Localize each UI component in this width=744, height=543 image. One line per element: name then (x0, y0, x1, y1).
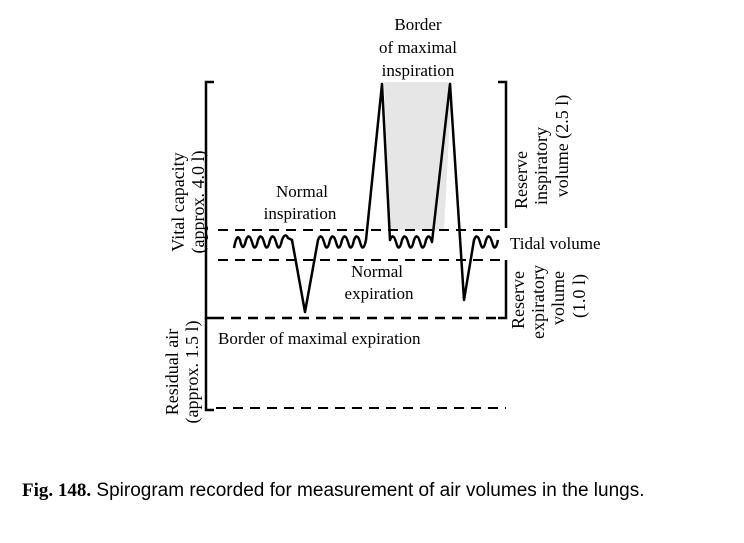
border-max-inspiration-line1: Border (394, 15, 442, 34)
figure-caption: Fig. 148. Spirogram recorded for measure… (22, 480, 645, 501)
figure-number: Fig. 148. (22, 480, 91, 501)
reserve-expiratory-line3: volume (548, 271, 568, 325)
normal-expiration-line2: expiration (345, 284, 414, 303)
vital-capacity-bracket (204, 80, 214, 320)
vital-capacity-line1: Vital capacity (168, 152, 188, 251)
normal-expiration-line1: Normal (351, 262, 403, 281)
border-max-inspiration-line2: of maximal (379, 38, 457, 57)
reserve-expiratory-bracket (498, 260, 508, 320)
reserve-inspiratory-line2: inspiratory (531, 127, 551, 205)
figure-caption-text: Spirogram recorded for measurement of ai… (91, 480, 644, 501)
tidal-volume-label: Tidal volume (510, 234, 601, 253)
normal-inspiration-line1: Normal (276, 182, 328, 201)
reserve-expiratory-line4: (1.0 l) (569, 274, 590, 318)
reserve-inspiratory-bracket (498, 80, 508, 228)
residual-air-line2: (approx. 1.5 l) (182, 321, 203, 424)
border-max-expiration-label: Border of maximal expiration (218, 329, 421, 348)
spirogram-trace (232, 82, 500, 314)
vital-capacity-line2: (approx. 4.0 l) (188, 151, 209, 254)
residual-air-bracket (204, 318, 214, 412)
reserve-inspiratory-line1: Reserve (511, 151, 531, 209)
reserve-expiratory-line2: expiratory (528, 265, 548, 339)
reserve-inspiratory-line3: volume (2.5 l) (552, 95, 573, 197)
residual-air-line1: Residual air (162, 329, 182, 415)
max-inspiration-shading (384, 82, 452, 230)
reserve-expiratory-line1: Reserve (508, 271, 528, 329)
border-max-inspiration-line3: inspiration (382, 61, 455, 80)
normal-inspiration-line2: inspiration (264, 204, 337, 223)
